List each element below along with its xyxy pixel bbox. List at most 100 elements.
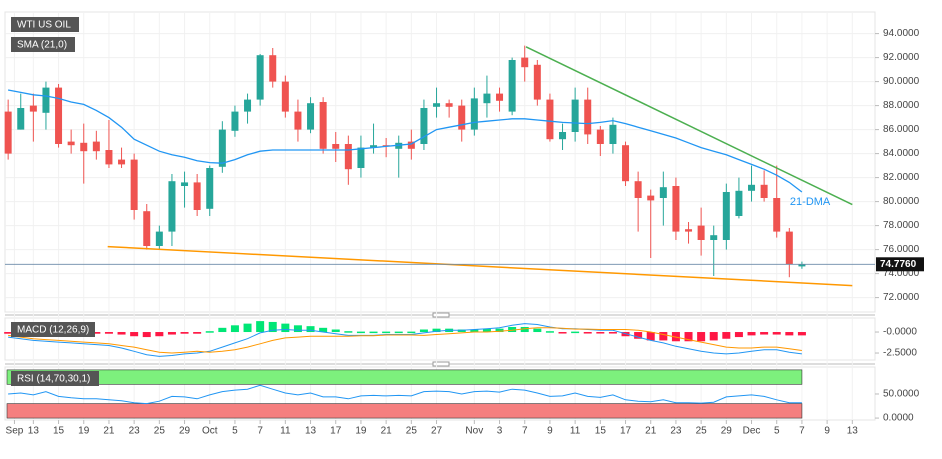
x-tick-label: Nov <box>465 426 483 437</box>
candle-body <box>231 111 239 131</box>
rsi-line <box>8 384 802 405</box>
candle-body <box>105 150 113 165</box>
candle-body <box>407 141 415 149</box>
macd-bar <box>117 332 126 335</box>
candle-body <box>470 98 478 130</box>
x-tick-label: 9 <box>824 426 830 437</box>
macd-bar <box>230 325 239 333</box>
candle-body <box>748 184 756 191</box>
macd-bar <box>558 332 567 334</box>
x-tick-label: 25 <box>154 426 166 437</box>
macd-bar <box>394 331 403 334</box>
macd-bar <box>760 332 769 335</box>
symbol-box[interactable] <box>11 17 79 32</box>
candle-body <box>710 235 718 240</box>
x-tick-label: Sep <box>6 426 24 437</box>
divider-handle[interactable] <box>432 312 450 318</box>
candle-body <box>17 108 25 130</box>
divider-handle[interactable] <box>432 361 450 367</box>
candle-body <box>697 225 705 240</box>
candle-body <box>281 81 289 112</box>
y-tick-label: 74.0000 <box>883 268 920 279</box>
candle-body <box>29 105 37 112</box>
y-tick-label: 94.0000 <box>883 28 920 39</box>
candle-body <box>67 141 75 146</box>
candle-body <box>571 99 579 132</box>
macd-bar <box>747 332 756 336</box>
macd-bar <box>104 332 113 334</box>
x-tick-label: 19 <box>78 426 90 437</box>
candle-body <box>130 159 138 210</box>
macd-bar <box>545 331 554 333</box>
macd-bar <box>722 332 731 339</box>
candle-body <box>269 55 277 82</box>
candle-body <box>332 144 340 149</box>
y-tick-label: 86.0000 <box>883 124 920 135</box>
y-tick-label: 80.0000 <box>883 196 920 207</box>
last-price-label: 74.7760 <box>880 259 917 270</box>
x-tick-label: 23 <box>670 426 682 437</box>
macd-bar <box>772 332 781 335</box>
macd-bar <box>508 326 517 333</box>
candle-body <box>685 229 693 232</box>
candle-body <box>357 147 365 168</box>
indicator-box[interactable] <box>11 37 75 52</box>
x-tick-label: Oct <box>202 426 218 437</box>
candle-body <box>218 129 226 167</box>
main-panel <box>4 11 876 313</box>
y-tick-label: 72.0000 <box>883 292 920 303</box>
rsi-box[interactable] <box>11 371 99 386</box>
x-tick-label: 25 <box>406 426 418 437</box>
candle-body <box>634 181 642 198</box>
candle-body <box>118 159 126 165</box>
x-tick-label: 21 <box>645 426 657 437</box>
candle-body <box>559 132 567 140</box>
candle-body <box>344 144 352 170</box>
y-tick-label: 84.0000 <box>883 148 920 159</box>
trendline <box>525 46 853 206</box>
macd-bar <box>709 332 718 341</box>
x-tick-label: 21 <box>381 426 393 437</box>
y-tick-label: -2.5000 <box>883 348 917 359</box>
x-tick-label: 11 <box>570 426 581 437</box>
y-tick-label: 76.0000 <box>883 244 920 255</box>
x-tick-label: 11 <box>280 426 291 437</box>
candle-body <box>307 103 315 130</box>
x-tick-label: 7 <box>522 426 528 437</box>
indicator-label: SMA (21,0) <box>17 40 67 51</box>
macd-bar <box>180 332 189 334</box>
overbought-band <box>6 369 803 385</box>
candle-body <box>420 108 428 144</box>
x-tick-label: 25 <box>696 426 708 437</box>
candle-body <box>294 111 302 130</box>
last-price-box <box>876 257 924 272</box>
y-tick-label: 0.0000 <box>883 413 914 424</box>
candle-body <box>533 64 541 100</box>
x-tick-label: 27 <box>431 426 443 437</box>
candle-body <box>181 182 189 186</box>
candle-body <box>370 145 378 148</box>
x-tick-label: 15 <box>53 426 65 437</box>
x-tick-label: 13 <box>847 426 859 437</box>
x-tick-label: 13 <box>28 426 40 437</box>
y-tick-label: 50.0000 <box>883 389 920 400</box>
trendline <box>107 245 853 287</box>
macd-bar <box>243 323 252 333</box>
x-tick-label: 21 <box>103 426 115 437</box>
candle-body <box>659 187 667 198</box>
macd-bar <box>130 332 139 337</box>
macd-panel <box>4 317 876 361</box>
candle-body <box>773 198 781 232</box>
x-tick-label: 17 <box>620 426 632 437</box>
candle-body <box>55 87 63 144</box>
candle-body <box>319 102 327 149</box>
candle-body <box>80 142 88 152</box>
macd-bar <box>92 332 101 334</box>
macd-bar <box>319 327 328 333</box>
macd-bar <box>293 325 302 333</box>
series-label: 21-DMA <box>790 196 831 208</box>
candle-body <box>735 190 743 216</box>
candle-body <box>92 141 100 152</box>
macd-box[interactable] <box>11 322 95 337</box>
